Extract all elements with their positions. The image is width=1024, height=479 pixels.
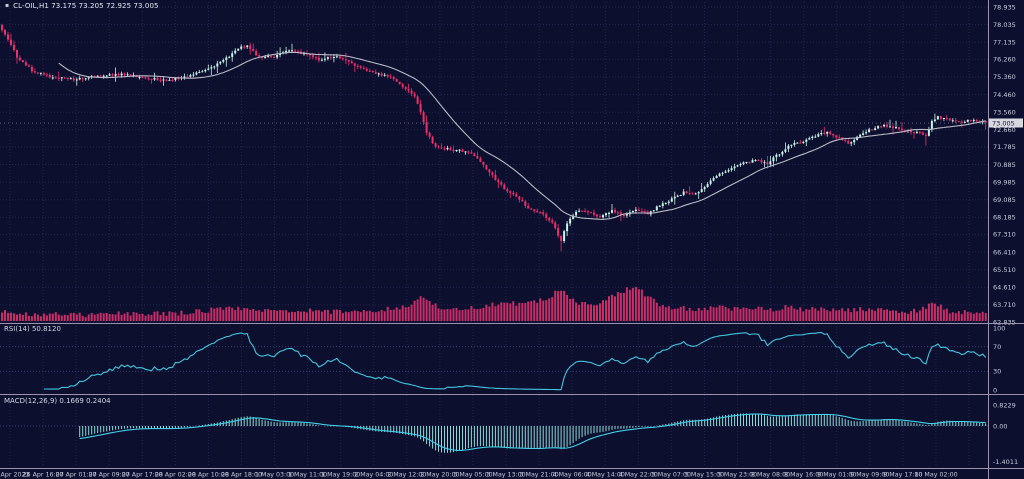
svg-text:30: 30 (993, 368, 1001, 376)
svg-text:72.660: 72.660 (993, 126, 1016, 134)
svg-text:5 May 07:00: 5 May 07:00 (652, 472, 691, 479)
svg-text:4 May 14:00: 4 May 14:00 (586, 472, 625, 479)
svg-text:73.560: 73.560 (993, 109, 1016, 117)
svg-text:70.885: 70.885 (993, 161, 1016, 169)
svg-text:27 Apr 09:00: 27 Apr 09:00 (89, 472, 130, 479)
svg-text:3 May 13:00: 3 May 13:00 (487, 472, 526, 479)
svg-text:27 Apr 01:00: 27 Apr 01:00 (56, 472, 97, 479)
svg-text:73.005: 73.005 (992, 120, 1015, 128)
svg-text:9 May 09:00: 9 May 09:00 (850, 472, 889, 479)
svg-text:100: 100 (993, 324, 1005, 332)
rsi-indicator-label: RSI(14) 50.8120 (4, 325, 61, 333)
svg-text:78.035: 78.035 (993, 21, 1016, 29)
svg-text:27 Apr 17:00: 27 Apr 17:00 (122, 472, 163, 479)
svg-text:26 Apr 2023: 26 Apr 2023 (0, 472, 29, 479)
svg-text:2 May 20:00: 2 May 20:00 (420, 472, 459, 479)
svg-text:28 Apr 10:00: 28 Apr 10:00 (188, 472, 229, 479)
svg-text:0: 0 (993, 386, 997, 394)
svg-text:9 May 17:00: 9 May 17:00 (883, 472, 922, 479)
svg-text:3 May 05:00: 3 May 05:00 (453, 472, 492, 479)
svg-text:77.135: 77.135 (993, 39, 1016, 47)
svg-text:75.360: 75.360 (993, 73, 1016, 81)
symbol-info: ▪ CL-OIL,H1 73.175 73.205 72.925 73.005 (5, 2, 159, 10)
svg-text:2 May 04:00: 2 May 04:00 (354, 472, 393, 479)
svg-text:1 May 19:00: 1 May 19:00 (321, 472, 360, 479)
svg-text:65.510: 65.510 (993, 266, 1016, 274)
svg-text:9 May 01:00: 9 May 01:00 (817, 472, 856, 479)
svg-text:64.610: 64.610 (993, 284, 1016, 292)
svg-text:0.00: 0.00 (993, 422, 1007, 430)
svg-text:28 Apr 18:00: 28 Apr 18:00 (221, 472, 262, 479)
svg-text:1 May 03:00: 1 May 03:00 (255, 472, 294, 479)
svg-text:71.785: 71.785 (993, 143, 1016, 151)
svg-text:2 May 12:00: 2 May 12:00 (387, 472, 426, 479)
svg-text:4 May 22:00: 4 May 22:00 (619, 472, 658, 479)
svg-text:67.310: 67.310 (993, 231, 1016, 239)
svg-text:74.460: 74.460 (993, 91, 1016, 99)
symbol-ohlc-text: CL-OIL,H1 73.175 73.205 72.925 73.005 (13, 2, 159, 10)
svg-text:26 Apr 16:00: 26 Apr 16:00 (23, 472, 64, 479)
svg-text:69.085: 69.085 (993, 196, 1016, 204)
macd-indicator-label: MACD(12,26,9) 0.1669 0.2404 (4, 397, 111, 405)
svg-text:70: 70 (993, 343, 1001, 351)
svg-text:5 May 23:00: 5 May 23:00 (718, 472, 757, 479)
svg-text:0.8229: 0.8229 (993, 401, 1016, 409)
svg-text:78.935: 78.935 (993, 3, 1016, 11)
svg-text:8 May 16:00: 8 May 16:00 (784, 472, 823, 479)
svg-text:-1.4011: -1.4011 (993, 458, 1018, 466)
svg-text:66.410: 66.410 (993, 248, 1016, 256)
svg-text:5 May 15:00: 5 May 15:00 (685, 472, 724, 479)
svg-text:62.835: 62.835 (993, 318, 1016, 326)
svg-text:3 May 21:00: 3 May 21:00 (520, 472, 559, 479)
svg-text:76.260: 76.260 (993, 56, 1016, 64)
svg-text:63.710: 63.710 (993, 301, 1016, 309)
svg-text:1 May 11:00: 1 May 11:00 (288, 472, 327, 479)
svg-text:4 May 06:00: 4 May 06:00 (553, 472, 592, 479)
svg-text:10 May 02:00: 10 May 02:00 (914, 472, 957, 479)
svg-text:8 May 08:00: 8 May 08:00 (751, 472, 790, 479)
window-icon: ▪ (5, 2, 10, 9)
svg-text:68.185: 68.185 (993, 214, 1016, 222)
svg-text:69.985: 69.985 (993, 178, 1016, 186)
svg-text:28 Apr 02:00: 28 Apr 02:00 (155, 472, 196, 479)
